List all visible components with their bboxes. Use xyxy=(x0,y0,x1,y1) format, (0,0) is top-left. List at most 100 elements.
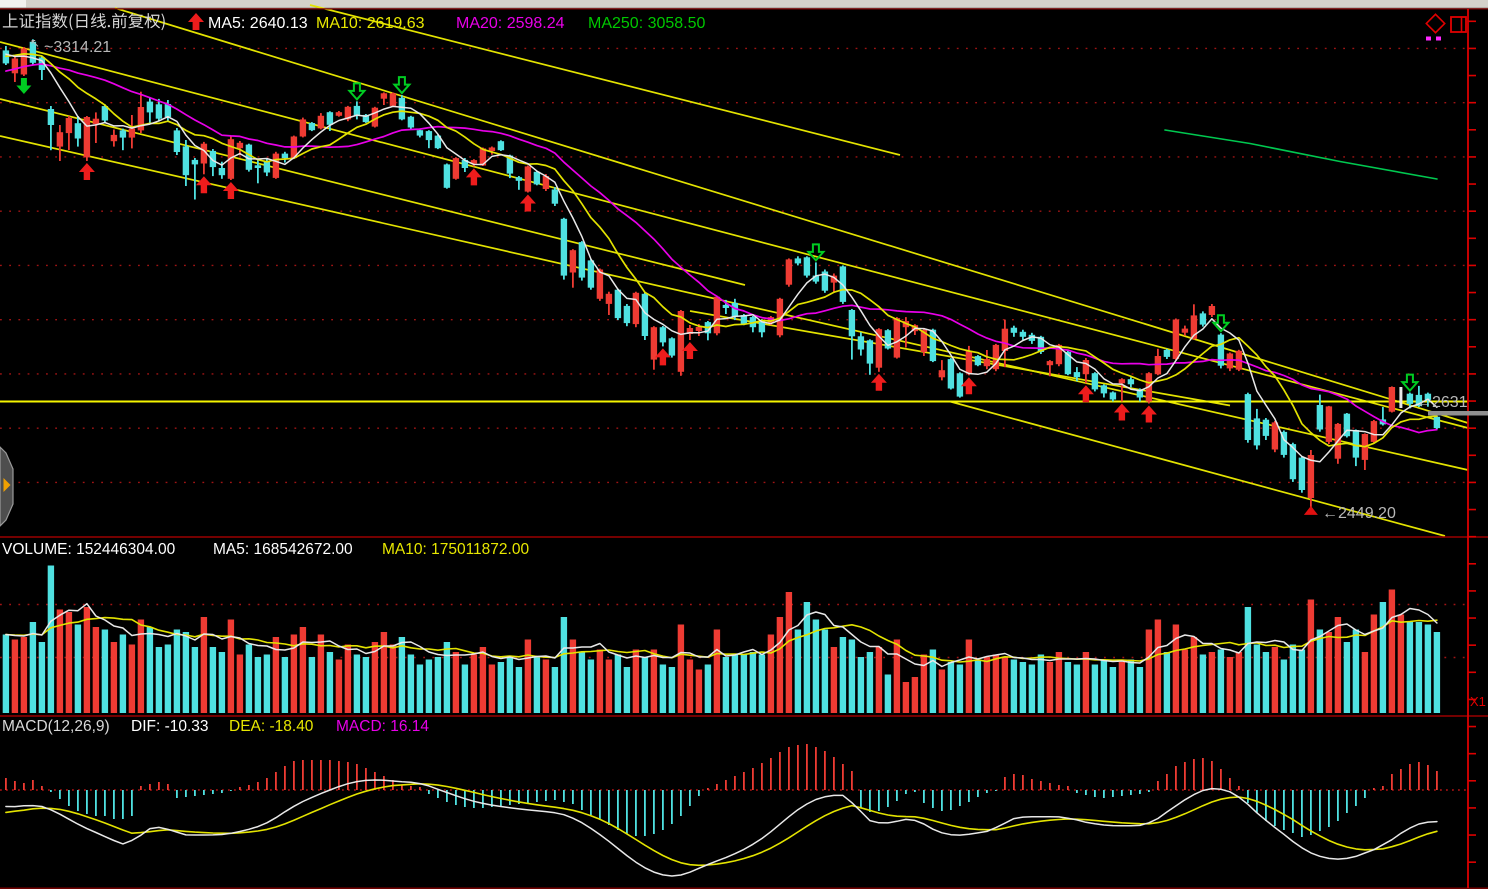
volume-bar[interactable] xyxy=(641,657,649,713)
volume-bar[interactable] xyxy=(416,664,424,714)
candle-down[interactable] xyxy=(812,275,820,282)
candle-up[interactable] xyxy=(776,298,784,336)
volume-bar[interactable] xyxy=(155,647,163,713)
volume-bar[interactable] xyxy=(830,647,838,713)
volume-bar[interactable] xyxy=(299,627,307,713)
volume-bar[interactable] xyxy=(1010,659,1018,714)
candle-down[interactable] xyxy=(1028,334,1036,341)
candle-up[interactable] xyxy=(227,139,235,179)
candle-down[interactable] xyxy=(1415,394,1423,407)
volume-bar[interactable] xyxy=(1379,602,1387,713)
volume-bar[interactable] xyxy=(461,664,469,714)
candle-up[interactable] xyxy=(236,142,244,149)
volume-bar[interactable] xyxy=(191,647,199,713)
candle-up[interactable] xyxy=(785,259,793,285)
volume-bar[interactable] xyxy=(605,659,613,714)
candle-up[interactable] xyxy=(1055,344,1063,365)
candle-down[interactable] xyxy=(119,130,127,138)
drawer-expand-icon[interactable] xyxy=(3,478,11,492)
candle-up[interactable] xyxy=(1046,361,1054,366)
volume-bar[interactable] xyxy=(749,652,757,713)
candle-down[interactable] xyxy=(947,359,955,389)
volume-bar[interactable] xyxy=(677,624,685,714)
volume-bar[interactable] xyxy=(632,649,640,714)
candle-up[interactable] xyxy=(1181,328,1189,333)
volume-bar[interactable] xyxy=(1280,659,1288,714)
candle-up[interactable] xyxy=(56,132,64,147)
volume-bar[interactable] xyxy=(452,652,460,713)
volume-bar[interactable] xyxy=(1352,629,1360,714)
volume-bar[interactable] xyxy=(200,617,208,713)
candle-down[interactable] xyxy=(857,336,865,350)
volume-bar[interactable] xyxy=(254,657,262,713)
candle-down[interactable] xyxy=(614,289,622,319)
candle-down[interactable] xyxy=(956,373,964,397)
candle-down[interactable] xyxy=(1199,313,1207,325)
volume-bar[interactable] xyxy=(425,659,433,714)
candle-up[interactable] xyxy=(272,153,280,178)
candle-down[interactable] xyxy=(191,159,199,165)
candle-down[interactable] xyxy=(1100,385,1108,394)
candle-up[interactable] xyxy=(1271,422,1279,450)
candle-up[interactable] xyxy=(1370,421,1378,442)
volume-bar[interactable] xyxy=(686,659,694,714)
candle-up[interactable] xyxy=(695,327,703,331)
candle-up[interactable] xyxy=(605,293,613,304)
candle-up[interactable] xyxy=(1082,360,1090,375)
candle-up[interactable] xyxy=(983,359,991,367)
volume-bar[interactable] xyxy=(29,622,37,713)
candle-up[interactable] xyxy=(965,351,973,374)
volume-bar[interactable] xyxy=(1136,667,1144,713)
candle-up[interactable] xyxy=(200,143,208,164)
candle-up[interactable] xyxy=(767,317,775,324)
candle-up[interactable] xyxy=(65,117,73,134)
candle-down[interactable] xyxy=(416,130,424,136)
candle-down[interactable] xyxy=(1298,457,1306,491)
volume-bar[interactable] xyxy=(1433,632,1441,713)
volume-bar[interactable] xyxy=(1145,629,1153,714)
volume-bar[interactable] xyxy=(992,654,1000,714)
candle-up[interactable] xyxy=(992,344,1000,370)
volume-bar[interactable] xyxy=(893,639,901,714)
volume-bar[interactable] xyxy=(1424,624,1432,714)
candle-down[interactable] xyxy=(668,338,676,356)
candle-down[interactable] xyxy=(155,104,163,119)
candle-down[interactable] xyxy=(659,327,667,343)
candle-down[interactable] xyxy=(425,131,433,141)
candle-down[interactable] xyxy=(803,257,811,276)
volume-bar[interactable] xyxy=(722,657,730,713)
volume-bar[interactable] xyxy=(974,659,982,714)
candle-up[interactable] xyxy=(893,318,901,358)
volume-bar[interactable] xyxy=(776,617,784,713)
candle-up[interactable] xyxy=(20,48,28,75)
volume-bar[interactable] xyxy=(1064,662,1072,713)
candle-down[interactable] xyxy=(1253,418,1261,446)
candle-down[interactable] xyxy=(182,146,190,176)
volume-bar[interactable] xyxy=(929,649,937,714)
candle-down[interactable] xyxy=(164,104,172,117)
candle-up[interactable] xyxy=(1190,315,1198,339)
volume-bar[interactable] xyxy=(740,654,748,714)
volume-bar[interactable] xyxy=(110,642,118,713)
volume-bar[interactable] xyxy=(146,627,154,713)
volume-bar[interactable] xyxy=(947,662,955,713)
candle-up[interactable] xyxy=(650,327,658,360)
volume-bar[interactable] xyxy=(1118,662,1126,713)
volume-bar[interactable] xyxy=(335,659,343,714)
candle-down[interactable] xyxy=(1343,413,1351,437)
volume-bar[interactable] xyxy=(1001,657,1009,713)
volume-bar[interactable] xyxy=(668,667,676,713)
volume-bar[interactable] xyxy=(1199,654,1207,714)
volume-bar[interactable] xyxy=(209,647,217,713)
candle-down[interactable] xyxy=(1010,327,1018,333)
volume-bar[interactable] xyxy=(1055,652,1063,713)
volume-bar[interactable] xyxy=(1082,652,1090,713)
volume-bar[interactable] xyxy=(1361,652,1369,713)
candle-up[interactable] xyxy=(632,292,640,325)
candle-down[interactable] xyxy=(1424,393,1432,400)
candle-up[interactable] xyxy=(110,134,118,142)
volume-bar[interactable] xyxy=(1154,619,1162,714)
volume-bar[interactable] xyxy=(92,627,100,713)
candle-up[interactable] xyxy=(299,119,307,137)
